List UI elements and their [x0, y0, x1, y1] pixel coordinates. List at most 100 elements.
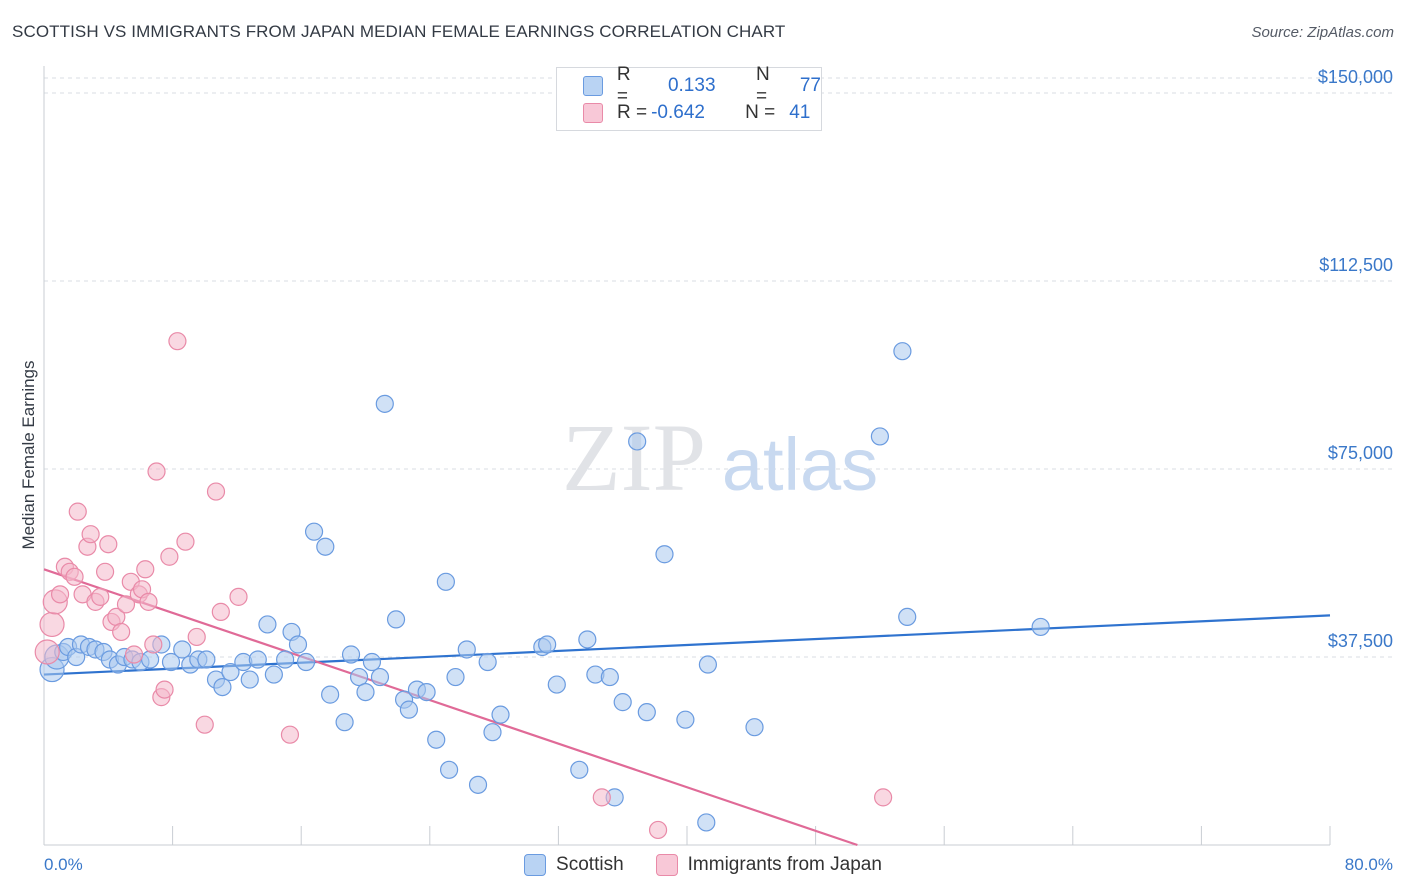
data-point — [483, 723, 502, 742]
trend-lines — [43, 568, 1331, 847]
data-point — [335, 713, 354, 732]
data-point — [276, 650, 295, 669]
series-scottish — [39, 342, 1050, 832]
data-point — [139, 592, 158, 611]
legend-r-label: R = — [616, 64, 631, 107]
data-point — [221, 662, 240, 682]
data-point — [68, 502, 87, 521]
data-point — [168, 332, 187, 351]
data-point — [248, 650, 267, 669]
watermark-zip: ZIP — [562, 404, 706, 511]
correlation-legend: R = 0.133 N = 77 R = -0.642 N = 41 — [556, 64, 822, 131]
watermark: ZIP atlas — [562, 404, 878, 511]
legend-swatch-pink — [655, 854, 678, 876]
data-point — [478, 652, 497, 672]
x-tick-label-max: 80.0% — [1345, 855, 1393, 874]
data-point — [439, 760, 459, 779]
data-point — [240, 670, 259, 689]
data-point — [140, 650, 160, 669]
y-tick-label: $37,500 — [1328, 631, 1393, 651]
data-point — [341, 645, 361, 664]
data-point — [698, 655, 717, 674]
data-point — [356, 683, 375, 702]
data-point — [648, 820, 668, 840]
legend-row-scottish: R = 0.133 N = 77 — [583, 64, 821, 107]
data-point — [349, 667, 369, 687]
data-point — [173, 640, 192, 659]
legend-item-scottish: Scottish — [524, 854, 624, 876]
data-point — [160, 547, 179, 566]
data-point — [112, 622, 131, 642]
data-point — [592, 788, 611, 807]
data-point — [745, 718, 764, 737]
data-point — [870, 427, 890, 446]
data-point — [427, 730, 446, 749]
data-point — [370, 667, 390, 687]
data-point — [304, 522, 324, 541]
y-tick-label: $150,000 — [1318, 67, 1393, 87]
legend-r-label: R = — [617, 102, 648, 123]
data-point — [600, 667, 619, 687]
y-tick-label: $112,500 — [1319, 255, 1393, 275]
data-point — [116, 595, 136, 614]
legend-n-value: 77 — [799, 75, 821, 96]
data-point — [547, 675, 566, 694]
data-point — [99, 535, 118, 554]
legend-swatch-pink — [583, 103, 603, 123]
data-point — [321, 685, 340, 704]
data-point — [637, 703, 656, 722]
data-point — [288, 635, 308, 654]
data-point — [457, 640, 476, 659]
series-legend: Scottish Immigrants from Japan — [0, 852, 1406, 878]
data-point — [211, 602, 230, 621]
tick-labels: $37,500 $75,000 $112,500 $150,000 0.0% 80.0% — [44, 67, 1393, 874]
data-point — [65, 567, 84, 586]
data-point — [446, 667, 465, 687]
data-point — [628, 432, 647, 451]
data-point — [176, 532, 195, 551]
legend-swatch-blue — [583, 76, 603, 96]
data-point — [95, 562, 115, 581]
data-point — [538, 635, 557, 654]
data-point — [39, 611, 65, 638]
data-point — [898, 607, 917, 627]
data-point — [229, 587, 248, 606]
data-point — [1031, 617, 1050, 637]
legend-swatch-blue — [524, 854, 547, 876]
data-point — [874, 788, 893, 807]
legend-label-japan: Immigrants from Japan — [687, 854, 882, 875]
data-point — [570, 760, 589, 779]
data-point — [375, 394, 394, 413]
data-point — [491, 705, 510, 724]
data-point — [316, 537, 335, 556]
data-point — [386, 610, 406, 629]
chart-title: SCOTTISH VS IMMIGRANTS FROM JAPAN MEDIAN… — [12, 22, 786, 41]
legend-n-label: N = — [745, 102, 776, 123]
data-point — [147, 462, 166, 481]
legend-r-value: -0.642 — [651, 102, 705, 123]
data-point — [81, 525, 100, 544]
data-point — [187, 627, 206, 647]
data-point — [280, 725, 300, 744]
legend-n-label: N = — [756, 64, 770, 107]
data-point — [613, 693, 632, 712]
data-points — [34, 332, 1050, 840]
data-point — [436, 572, 455, 591]
data-point — [34, 639, 60, 665]
data-point — [655, 545, 674, 564]
axes — [43, 66, 1331, 846]
data-point — [468, 775, 488, 794]
y-tick-label: $75,000 — [1328, 443, 1393, 463]
gridlines — [44, 77, 1394, 658]
data-point — [161, 652, 181, 672]
legend-item-japan: Immigrants from Japan — [655, 854, 882, 876]
data-point — [144, 635, 163, 654]
y-axis-label: Median Female Earnings — [19, 361, 38, 550]
data-point — [197, 650, 216, 669]
data-point — [264, 665, 283, 684]
data-point — [195, 715, 214, 734]
legend-label-scottish: Scottish — [556, 854, 624, 875]
legend-r-value: 0.133 — [662, 75, 716, 96]
legend-row-japan: R = -0.642 N = 41 — [583, 100, 810, 126]
trend-line-japan — [43, 568, 858, 847]
